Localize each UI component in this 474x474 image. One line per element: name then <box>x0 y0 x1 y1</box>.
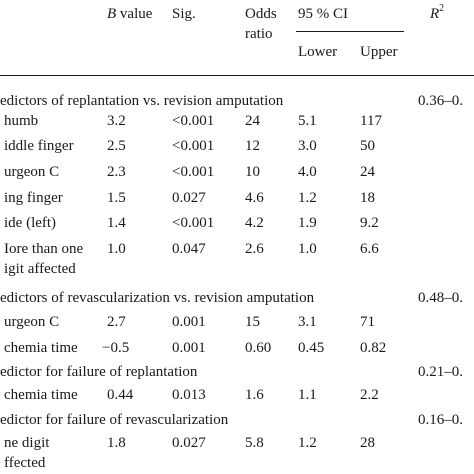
sig-cell: <0.001 <box>172 215 215 231</box>
row-label: iddle finger <box>4 138 74 154</box>
upper-cell: 18 <box>360 190 375 206</box>
header-b-value: B value <box>107 5 152 23</box>
upper-cell: 6.6 <box>360 241 379 257</box>
row-label: chemia time <box>4 387 78 403</box>
section-r2: 0.36–0. <box>418 93 463 109</box>
lower-cell: 5.1 <box>298 113 317 129</box>
lower-cell: 1.2 <box>298 435 317 451</box>
row-label: urgeon C <box>4 164 60 180</box>
odds-cell: 15 <box>245 314 260 330</box>
lower-cell: 0.45 <box>298 340 325 356</box>
odds-cell: 4.6 <box>245 190 264 206</box>
section-title: edictors of replantation vs. revision am… <box>0 93 284 109</box>
b-value-label: value <box>116 6 153 22</box>
header-odds-line2: ratio <box>245 26 273 42</box>
row-label: Iore than one <box>4 241 84 257</box>
upper-cell: 71 <box>360 314 375 330</box>
header-lower: Lower <box>298 44 338 60</box>
upper-cell: 9.2 <box>360 215 379 231</box>
row-label: urgeon C <box>4 314 60 330</box>
odds-cell: 24 <box>245 113 260 129</box>
b-cell: 2.5 <box>107 138 126 154</box>
row-label: humb <box>4 113 39 129</box>
sig-cell: 0.013 <box>172 387 206 403</box>
lower-cell: 1.2 <box>298 190 317 206</box>
odds-cell: 12 <box>245 138 260 154</box>
lower-cell: 4.0 <box>298 164 317 180</box>
lower-cell: 1.1 <box>298 387 317 403</box>
odds-cell: 4.2 <box>245 215 264 231</box>
sig-cell: 0.001 <box>172 314 206 330</box>
section-title: edictors of revascularization vs. revisi… <box>0 290 315 306</box>
odds-cell: 0.60 <box>245 340 272 356</box>
upper-cell: 24 <box>360 164 375 180</box>
header-ci: 95 % CI <box>298 6 348 22</box>
header-sig: Sig. <box>172 6 196 22</box>
upper-cell: 2.2 <box>360 387 379 403</box>
odds-cell: 2.6 <box>245 241 264 257</box>
odds-cell: 1.6 <box>245 387 264 403</box>
odds-cell: 10 <box>245 164 260 180</box>
r2-exponent: 2 <box>439 3 445 14</box>
lower-cell: 3.0 <box>298 138 317 154</box>
sig-cell: 0.027 <box>172 435 206 451</box>
lower-cell: 1.9 <box>298 215 317 231</box>
b-cell: 1.5 <box>107 190 126 206</box>
lower-cell: 3.1 <box>298 314 317 330</box>
sig-cell: <0.001 <box>172 164 215 180</box>
ci-rule <box>296 31 404 32</box>
upper-cell: 0.82 <box>360 340 387 356</box>
b-cell: 2.7 <box>107 314 126 330</box>
row-label-line2: ffected <box>4 455 46 471</box>
b-cell: 1.0 <box>107 241 126 257</box>
b-symbol: B <box>107 6 117 22</box>
odds-cell: 5.8 <box>245 435 264 451</box>
section-title: edictor for failure of revascularization <box>0 412 229 428</box>
row-label: ne digit <box>4 435 50 451</box>
lower-cell: 1.0 <box>298 241 317 257</box>
section-title: edictor for failure of replantation <box>0 364 198 380</box>
section-r2: 0.48–0. <box>418 290 463 306</box>
b-cell: 1.4 <box>107 215 126 231</box>
upper-cell: 28 <box>360 435 375 451</box>
header-rule <box>0 75 474 76</box>
row-label-line2: igit affected <box>4 261 76 277</box>
b-cell: 0.44 <box>107 387 134 403</box>
row-label: chemia time <box>4 340 78 356</box>
sig-cell: 0.047 <box>172 241 206 257</box>
header-upper: Upper <box>360 44 398 60</box>
sig-cell: 0.027 <box>172 190 206 206</box>
sig-cell: <0.001 <box>172 113 215 129</box>
r2-symbol: R <box>430 6 440 22</box>
b-cell: 3.2 <box>107 113 126 129</box>
section-r2: 0.16–0. <box>418 412 463 428</box>
header-odds-line1: Odds <box>245 6 277 22</box>
b-cell: 1.8 <box>107 435 126 451</box>
sig-cell: 0.001 <box>172 340 206 356</box>
row-label: ing finger <box>4 190 63 206</box>
sig-cell: <0.001 <box>172 138 215 154</box>
b-cell: 2.3 <box>107 164 126 180</box>
section-r2: 0.21–0. <box>418 364 463 380</box>
upper-cell: 50 <box>360 138 375 154</box>
row-label: ide (left) <box>4 215 57 231</box>
b-cell: −0.5 <box>102 340 130 356</box>
header-r2: R2 <box>430 3 445 23</box>
upper-cell: 117 <box>360 113 382 129</box>
